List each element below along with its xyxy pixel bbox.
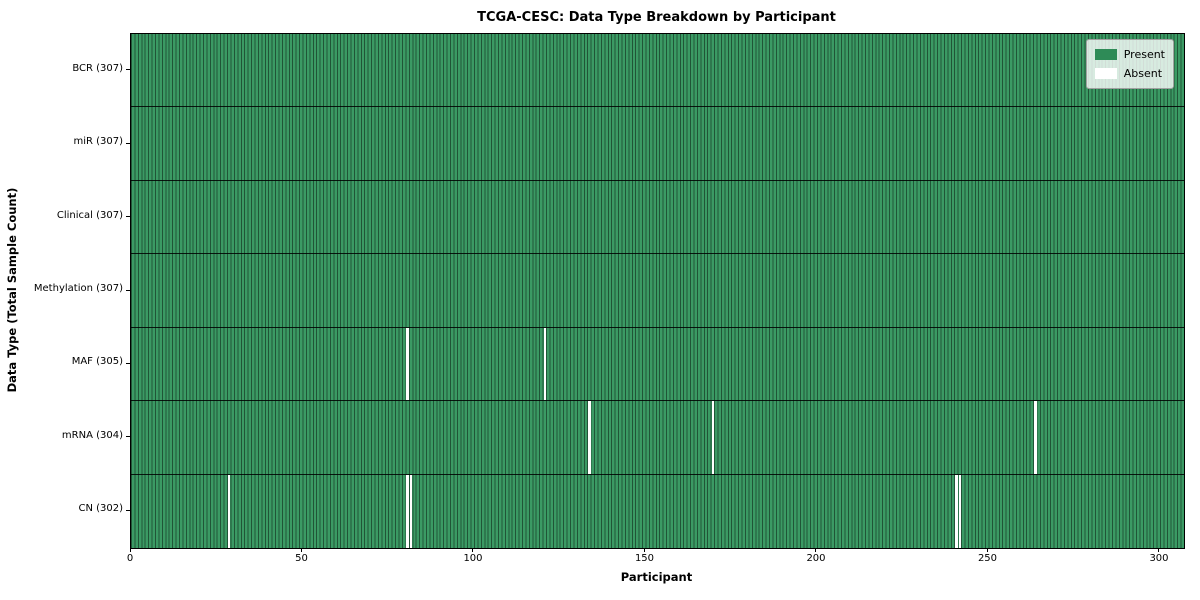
x-tick-mark-300	[1158, 548, 1160, 552]
rows-container	[131, 34, 1184, 548]
x-tick-label-250: 250	[977, 553, 998, 564]
y-tick-mark-miR	[126, 142, 130, 144]
absent-gap-CN-80	[406, 474, 409, 548]
y-tick-mark-mRNA	[126, 436, 130, 438]
x-tick-label-50: 50	[295, 553, 308, 564]
row-Methylation	[131, 254, 1184, 328]
absent-swatch-icon	[1094, 68, 1117, 79]
y-tick-mark-CN	[126, 509, 130, 511]
legend-label-present: Present	[1123, 48, 1165, 61]
y-tick-mark-MAF	[126, 362, 130, 364]
y-tick-mark-BCR	[126, 69, 130, 71]
row-mRNA	[131, 401, 1184, 475]
y-tick-label-CN: CN (302)	[78, 503, 123, 515]
x-tick-label-100: 100	[463, 553, 483, 564]
y-tick-label-mRNA: mRNA (304)	[61, 429, 123, 441]
x-axis-label: Participant	[620, 570, 693, 584]
x-tick-mark-0	[129, 548, 131, 552]
x-tick-mark-200	[815, 548, 817, 552]
x-tick-mark-250	[986, 548, 988, 552]
x-tick-label-200: 200	[806, 553, 826, 564]
y-tick-mark-Clinical	[126, 216, 130, 218]
present-swatch-icon	[1094, 49, 1117, 60]
legend: Present Absent	[1085, 39, 1174, 89]
absent-gap-mRNA-169	[711, 401, 715, 474]
x-tick-label-0: 0	[126, 553, 134, 564]
absent-gap-mRNA-263	[1034, 401, 1037, 474]
y-tick-label-miR: miR (307)	[73, 136, 123, 148]
y-tick-label-BCR: BCR (307)	[72, 62, 123, 74]
chart-title: TCGA-CESC: Data Type Breakdown by Partic…	[477, 10, 836, 25]
x-tick-label-300: 300	[1149, 553, 1169, 564]
absent-gap-CN-81	[409, 474, 413, 548]
row-miR	[131, 107, 1184, 181]
absent-gap-MAF-120	[543, 327, 547, 401]
y-tick-label-MAF: MAF (305)	[71, 356, 123, 368]
absent-gap-CN-241	[958, 474, 962, 548]
row-Clinical	[131, 181, 1184, 255]
x-tick-mark-50	[300, 548, 302, 552]
legend-label-absent: Absent	[1123, 67, 1163, 80]
x-tick-label-150: 150	[634, 553, 655, 564]
absent-gap-MAF-80	[406, 327, 409, 401]
absent-gap-mRNA-133	[588, 401, 591, 474]
row-MAF	[131, 327, 1184, 402]
row-CN	[131, 474, 1184, 548]
x-tick-mark-100	[472, 548, 474, 552]
row-BCR	[131, 34, 1184, 108]
legend-item-absent: Absent	[1094, 64, 1165, 83]
y-tick-label-Methylation: Methylation (307)	[33, 283, 123, 294]
y-tick-mark-Methylation	[126, 289, 130, 291]
plot-area: Present Absent	[130, 33, 1185, 549]
absent-gap-CN-240	[955, 474, 958, 548]
absent-gap-CN-28	[228, 474, 231, 548]
x-tick-mark-150	[643, 548, 645, 552]
y-tick-label-Clinical: Clinical (307)	[56, 209, 123, 221]
legend-item-present: Present	[1094, 45, 1165, 64]
